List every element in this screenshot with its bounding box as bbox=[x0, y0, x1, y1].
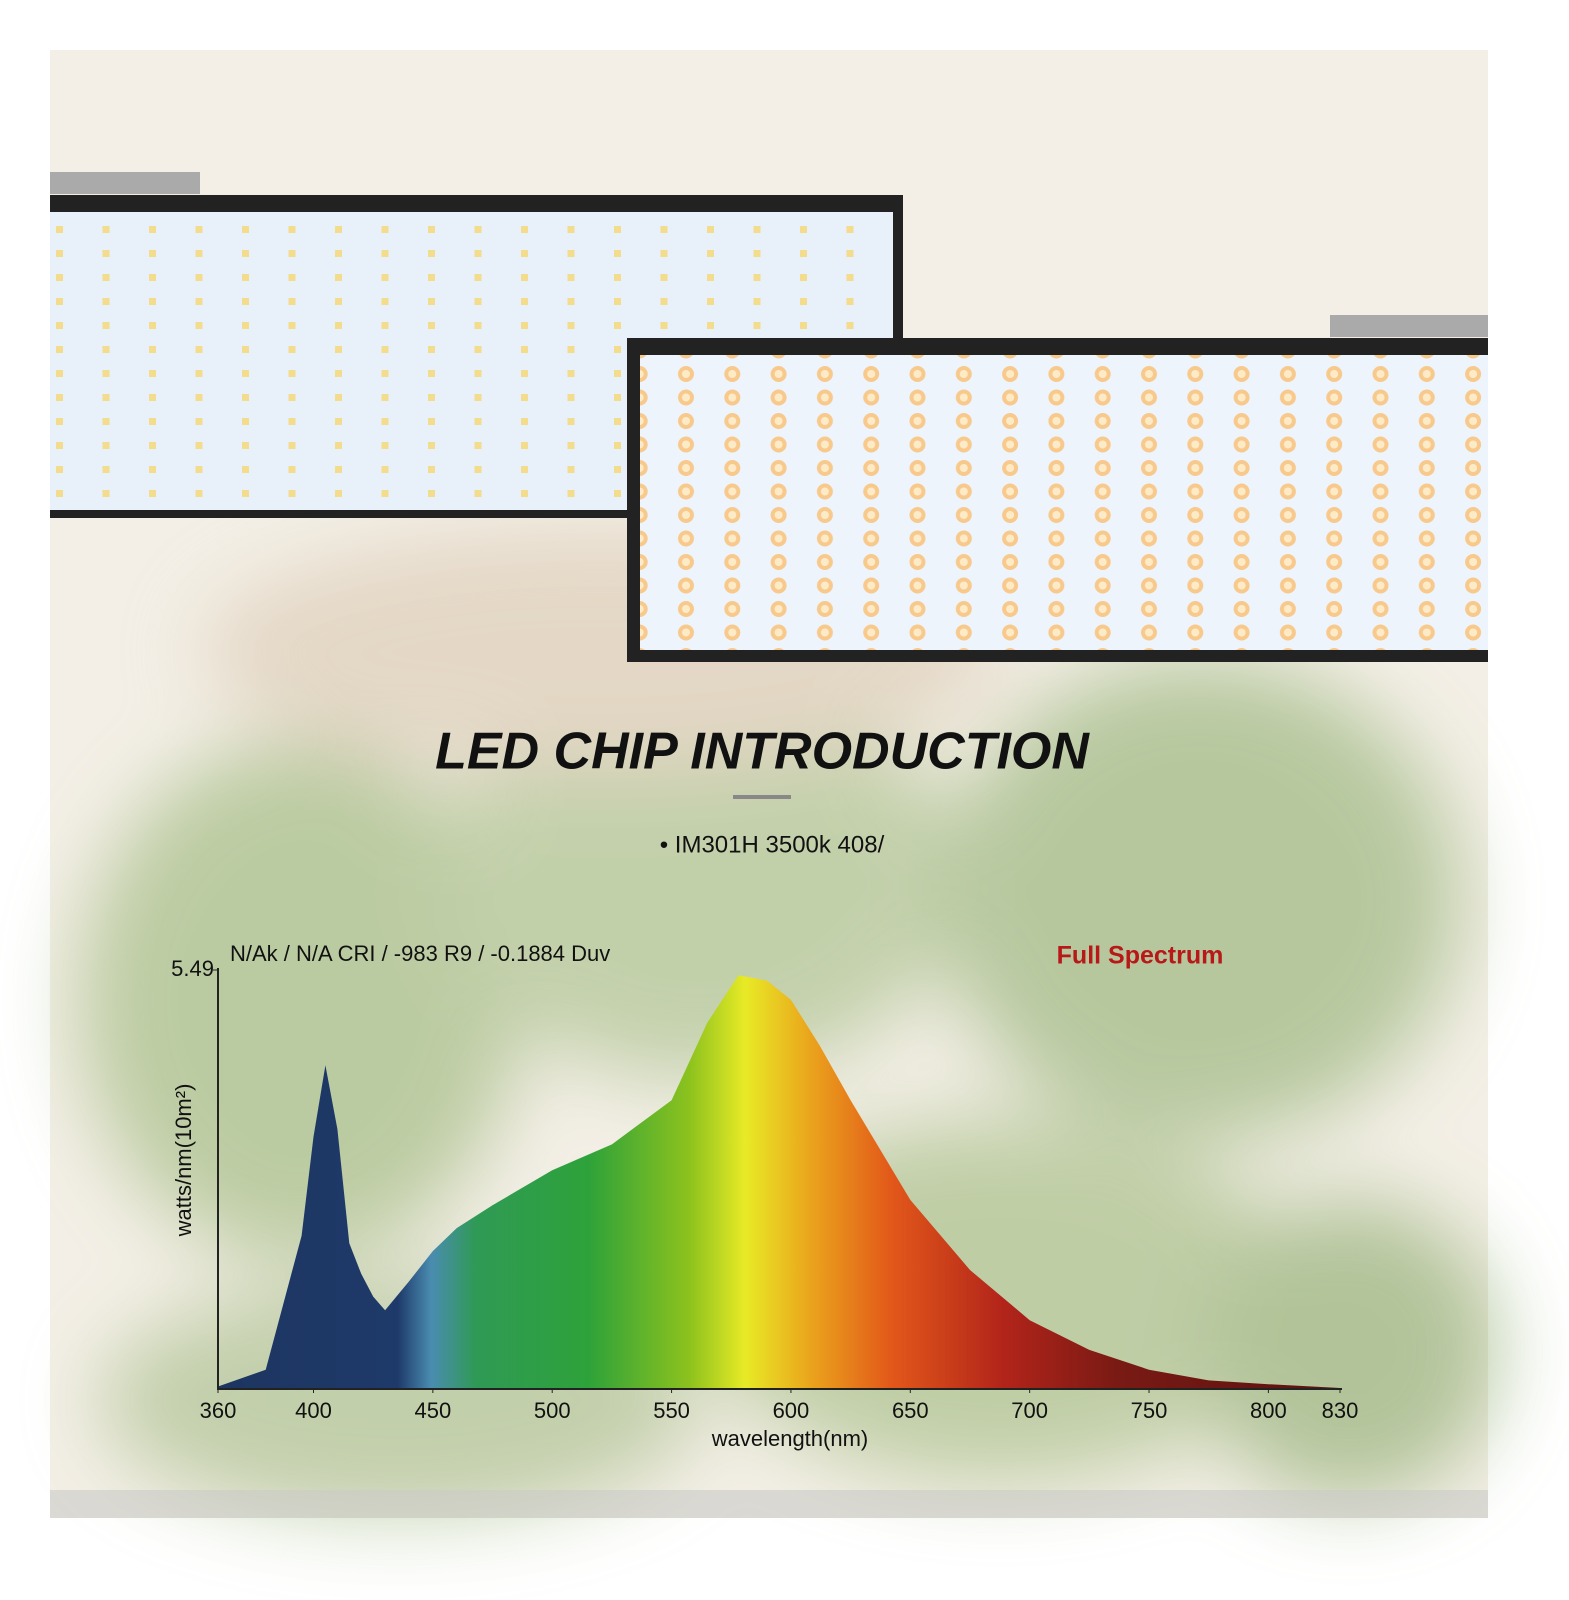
x-axis-label: wavelength(nm) bbox=[711, 1426, 869, 1451]
x-tick-label: 800 bbox=[1250, 1398, 1287, 1423]
y-tick-label: 5.49 bbox=[171, 956, 214, 981]
subtitle: • IM301H 3500k 408/ bbox=[660, 831, 885, 858]
x-tick-label: 500 bbox=[534, 1398, 571, 1423]
spectrum-area bbox=[218, 975, 1340, 1388]
x-tick-label: 550 bbox=[653, 1398, 690, 1423]
x-tick-label: 830 bbox=[1322, 1398, 1359, 1423]
x-tick-label: 360 bbox=[200, 1398, 237, 1423]
x-tick-label: 600 bbox=[773, 1398, 810, 1423]
mount-bar bbox=[50, 172, 200, 194]
bottom-band bbox=[50, 1490, 1488, 1518]
plot bbox=[218, 975, 1340, 1388]
title: LED CHIP INTRODUCTION bbox=[435, 723, 1090, 781]
led-chips bbox=[640, 355, 1488, 650]
x-tick-label: 700 bbox=[1011, 1398, 1048, 1423]
annotation: N/Ak / N/A CRI / -983 R9 / -0.1884 Duv bbox=[230, 941, 610, 966]
spectrum-label: Full Spectrum bbox=[1057, 942, 1224, 970]
divider bbox=[733, 795, 791, 799]
x-tick-label: 750 bbox=[1131, 1398, 1168, 1423]
x-tick-label: 450 bbox=[414, 1398, 451, 1423]
x-tick-label: 400 bbox=[295, 1398, 332, 1423]
y-axis-label: watts/nm(10m²) bbox=[171, 1084, 196, 1238]
mount-bar bbox=[1330, 315, 1488, 337]
x-tick-label: 650 bbox=[892, 1398, 929, 1423]
